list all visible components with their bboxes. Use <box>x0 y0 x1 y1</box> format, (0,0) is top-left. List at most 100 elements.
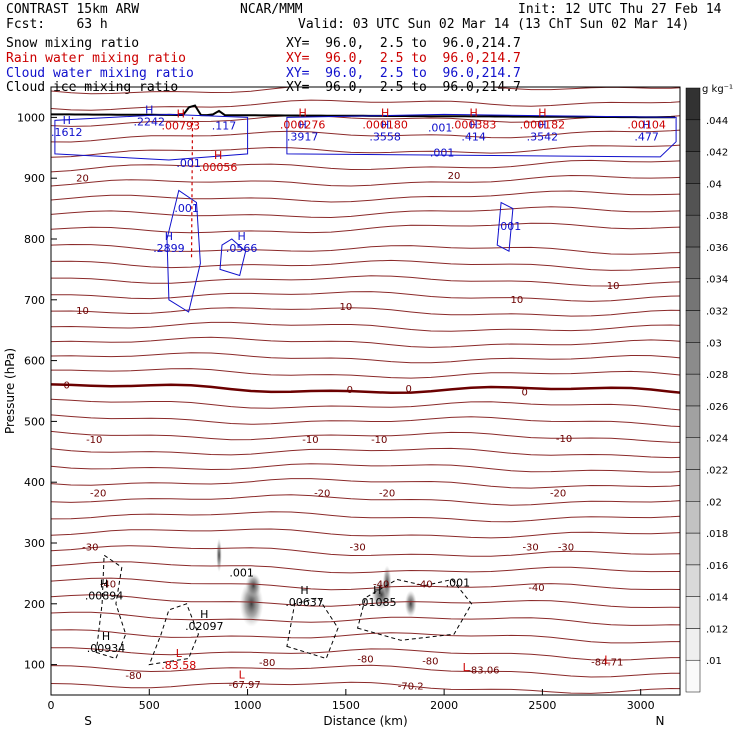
isotherm-label: 0 <box>406 384 412 395</box>
extremum-value: .0566 <box>226 242 258 255</box>
x-tick-label: 3000 <box>627 699 655 712</box>
colorbar-tick-label: .018 <box>706 529 728 540</box>
isotherm-line <box>51 664 680 678</box>
extremum-value: .001 <box>229 567 254 580</box>
colorbar-segment <box>685 278 701 311</box>
isotherm-line <box>51 291 680 302</box>
low-marker: L <box>176 647 183 660</box>
isotherm-line <box>51 222 680 234</box>
low-marker: L <box>604 654 611 667</box>
isotherm-label: -80 <box>422 656 438 667</box>
cloud-water-contour <box>54 113 249 161</box>
extremum-value: .3542 <box>527 131 559 144</box>
y-tick-label: 200 <box>24 598 45 611</box>
isotherm-label: 0 <box>347 385 353 396</box>
extremum-value: .001 <box>428 122 453 135</box>
y-axis-label: Pressure (hPa) <box>3 348 17 434</box>
extremum-value: .01085 <box>358 596 397 609</box>
isotherm-line <box>51 368 680 379</box>
isotherm-line <box>51 430 680 443</box>
isotherm-line <box>51 528 680 539</box>
cloud-ice-contour <box>356 578 473 641</box>
isotherm-label: 20 <box>448 171 461 182</box>
isotherm-label: -40 <box>100 580 116 591</box>
isotherm-label: -30 <box>522 543 538 554</box>
colorbar-segment <box>685 405 701 438</box>
x-tick-label: 2500 <box>528 699 556 712</box>
cloud-ice-contour <box>148 603 199 666</box>
extremum-value: .1612 <box>51 126 83 139</box>
isotherm-label: -10 <box>371 435 387 446</box>
extremum-value: .00637 <box>285 596 324 609</box>
isotherm-label: -10 <box>302 435 318 446</box>
extremum-value: .001 <box>446 576 471 589</box>
isotherm-line <box>51 307 680 317</box>
colorbar-tick-label: .012 <box>706 624 728 635</box>
y-tick-label: 900 <box>24 172 45 185</box>
colorbar-tick-label: .016 <box>706 561 728 572</box>
isotherm-line <box>51 414 680 428</box>
extremum-value: .001 <box>497 220 522 233</box>
isotherm-label: -40 <box>416 580 432 591</box>
cloud-water-contour <box>219 238 247 277</box>
extremum-value: .001 <box>174 202 199 215</box>
high-marker: H <box>469 106 477 119</box>
high-marker: H <box>642 119 650 132</box>
y-tick-label: 600 <box>24 355 45 368</box>
isotherm-line <box>51 611 680 626</box>
plot-frame <box>50 86 681 696</box>
x-tick-label: 500 <box>139 699 160 712</box>
y-tick-label: 100 <box>24 659 45 672</box>
cloud-ice-contour <box>95 554 127 660</box>
field-cloudwater-xy: XY= 96.0, 2.5 to 96.0,214.7 <box>286 66 521 81</box>
colorbar-tick-label: .01 <box>706 656 722 667</box>
colorbar-tick-label: .04 <box>706 179 722 190</box>
extremum-value: .3558 <box>369 131 401 144</box>
isotherm-label: -30 <box>558 543 574 554</box>
extremum-value: .00056 <box>199 161 238 174</box>
isotherm-label: 20 <box>76 174 89 185</box>
colorbar-tick-label: .032 <box>706 307 728 318</box>
y-tick-label: 1000 <box>17 111 45 124</box>
high-marker: H <box>538 119 546 132</box>
cloud-water-contour <box>166 189 201 313</box>
field-cloudwater-name: Cloud water mixing ratio <box>6 66 194 81</box>
low-marker: L <box>239 668 246 681</box>
isotherm-label: 0 <box>522 388 528 399</box>
colorbar-segment <box>685 596 701 629</box>
isotherm-label: -20 <box>379 489 395 500</box>
colorbar-segment <box>685 469 701 502</box>
colorbar-tick-label: .034 <box>706 275 728 286</box>
isotherm-line <box>51 478 680 489</box>
extremum-value: .117 <box>212 120 237 133</box>
isotherm-line <box>51 129 680 143</box>
high-marker: H <box>214 149 222 162</box>
isotherm-label: -30 <box>82 543 98 554</box>
isotherm-label: -84.71 <box>591 658 623 669</box>
high-marker: H <box>177 108 185 121</box>
colorbar-tick-label: .03 <box>706 338 722 349</box>
cloud-ice-contour <box>286 597 339 660</box>
forecast-hour: Fcst: 63 h <box>6 17 108 32</box>
extremum-value: .2242 <box>134 115 166 128</box>
extremum-value: .477 <box>634 131 659 144</box>
init-time: Init: 12 UTC Thu 27 Feb 14 <box>518 2 722 17</box>
x-tick-label: 1000 <box>234 699 262 712</box>
isotherm-line <box>51 206 680 219</box>
high-marker: H <box>469 119 477 132</box>
isotherm-line <box>51 275 680 287</box>
isotherm-label: 10 <box>339 302 352 313</box>
extremum-value: .414 <box>461 131 486 144</box>
isotherm-line <box>51 629 680 644</box>
org-label: NCAR/MMM <box>240 2 303 17</box>
extremum-value: .001 <box>176 157 201 170</box>
high-marker: H <box>298 106 306 119</box>
high-marker: H <box>102 630 110 643</box>
isotherm-line <box>51 383 680 395</box>
colorbar-segment <box>685 564 701 597</box>
cloud-water-contour <box>286 113 677 158</box>
colorbar-segment <box>685 246 701 279</box>
field-snow-xy: XY= 96.0, 2.5 to 96.0,214.7 <box>286 36 521 51</box>
colorbar-tick-label: .044 <box>706 116 728 127</box>
high-marker: H <box>145 103 153 116</box>
